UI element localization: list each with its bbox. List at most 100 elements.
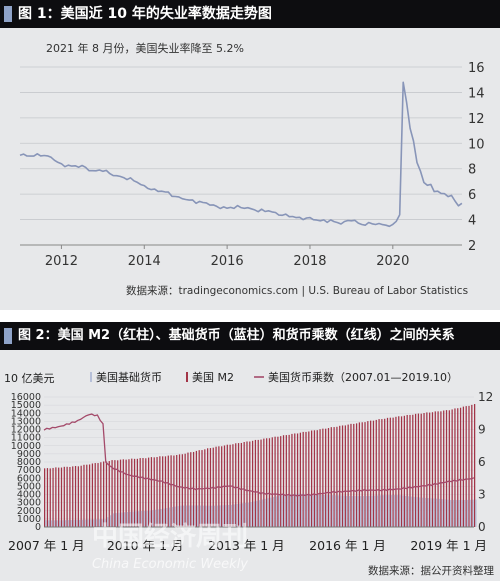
base-money-bar [227,504,230,527]
m2-bar [367,421,369,527]
base-money-bar [390,495,393,527]
m2-bar [274,436,276,527]
base-money-bar [45,520,47,527]
base-money-bar [461,499,463,527]
m2-bar [173,455,175,527]
y-tick-label: 10000 [11,441,41,452]
m2-bar [66,466,68,527]
figure1-source: 数据来源：tradingeconomics.com | U.S. Bureau … [126,285,469,297]
m2-bar [147,457,150,527]
base-money-bar [219,505,221,527]
base-money-bar [107,517,109,527]
base-money-bar [407,496,410,527]
base-money-bar [174,506,176,527]
m2-bar [131,458,133,527]
base-money-bar [84,519,86,527]
unemployment-line [19,81,463,228]
base-money-bar [286,494,289,527]
y-tick-label: 13000 [11,416,41,427]
m2-bar [412,414,414,527]
base-money-bar [320,494,322,527]
base-money-bar [348,496,351,527]
m2-bar [119,459,122,527]
watermark-en: China Economic Weekly [92,557,248,572]
base-money-bar [194,505,196,527]
m2-bar [49,468,51,527]
base-money-bar [236,504,238,527]
base-money-bar [458,500,460,527]
m2-bar [325,428,327,527]
base-money-bar [129,511,131,527]
y-tick-label: 2000 [17,506,41,517]
m2-bar [55,467,57,527]
m2-bar [251,440,254,527]
base-money-bar [64,520,67,527]
m2-bar [285,435,287,527]
base-money-bar [340,495,342,527]
base-money-bar [323,494,325,527]
m2-bar [310,430,313,527]
base-money-bar [135,511,137,527]
m2-bar [406,414,408,527]
legend-swatch [90,372,92,382]
money-multiplier-line [43,413,475,497]
base-money-bar [163,508,165,527]
y-tick-label: 12 [468,112,485,127]
base-money-bar [239,503,241,527]
m2-bar [440,411,442,527]
m2-bar [280,436,282,527]
base-money-bar [222,505,224,527]
base-money-bar [121,512,123,527]
m2-bar [308,431,310,527]
m2-bar [471,404,473,527]
m2-bar [364,422,366,527]
m2-bar [459,407,462,527]
m2-bar [103,461,105,527]
base-money-bar [81,519,84,527]
y-right-tick-label: 12 [478,390,493,404]
base-money-bar [315,494,317,527]
base-money-bar [138,511,140,527]
m2-bar [91,463,94,527]
base-money-bar [413,496,415,527]
base-money-bar [424,497,426,527]
base-money-bar [295,493,297,527]
legend-label: 美国 M2 [192,371,234,384]
m2-bar [209,448,212,527]
m2-bar [417,413,420,527]
base-money-bar [309,494,311,527]
m2-bar [80,465,82,527]
base-money-bar [67,520,69,527]
base-money-bar [59,520,61,527]
base-money-bar [357,496,359,527]
base-money-bar [241,503,244,527]
base-money-bar [191,505,193,527]
base-money-bar [388,495,390,527]
base-money-bar [272,496,275,527]
m2-bar [302,431,304,527]
base-money-bar [438,498,440,527]
m2-bar [451,409,453,527]
base-money-bar [104,519,106,527]
m2-bar [150,457,153,527]
m2-bar [97,463,99,527]
m2-bar [125,459,127,527]
y-tick-label: 8 [468,163,476,178]
m2-bar [237,443,240,527]
m2-bar [403,415,405,527]
m2-bar [426,412,428,527]
base-money-bar [140,511,143,527]
m2-bar [381,419,383,527]
y-tick-label: 6000 [17,473,41,484]
m2-bar [395,416,397,527]
base-money-bar [50,520,53,527]
base-money-bar [433,498,435,527]
m2-bar [192,451,195,527]
x-tick-label: 2007 年 1 月 [8,538,85,553]
x-tick-label: 2014 [128,254,161,269]
base-money-bar [427,498,429,527]
base-money-bar [441,499,443,527]
m2-bar [400,416,403,527]
base-money-bar [444,499,446,527]
base-money-bar [284,494,286,527]
